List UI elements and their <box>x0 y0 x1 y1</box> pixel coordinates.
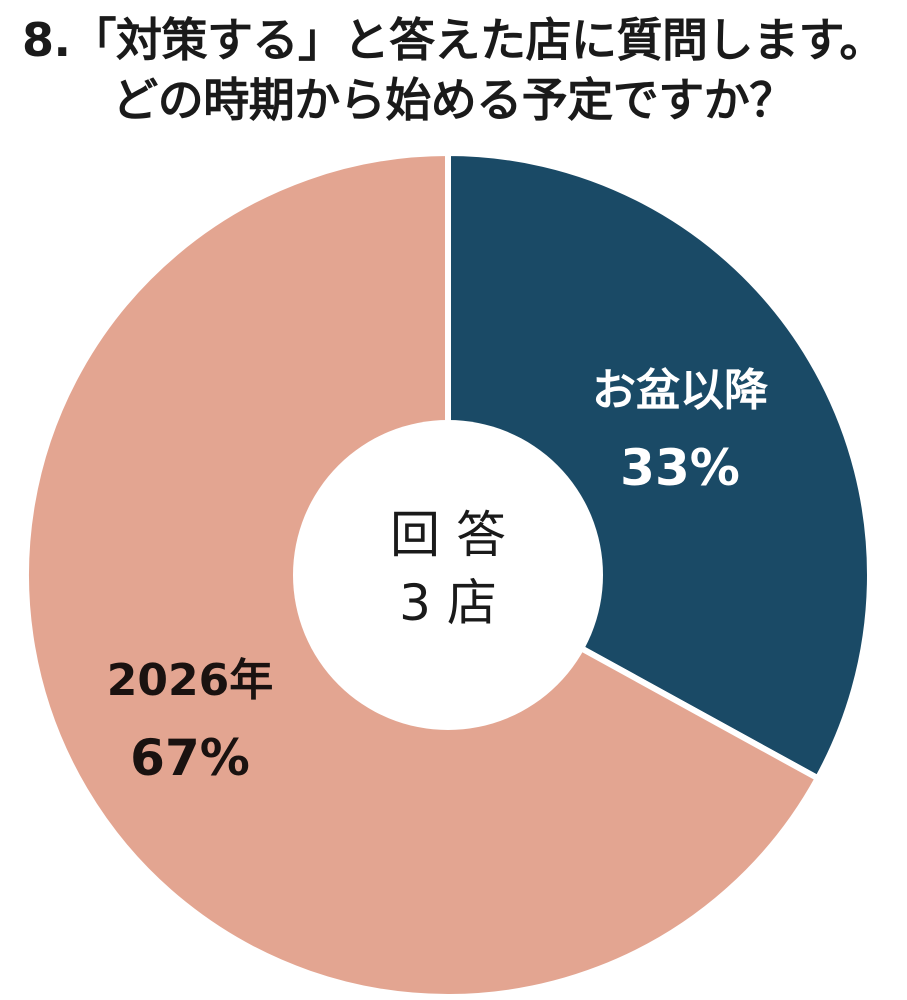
chart-title: 8.「対策する」と答えた店に質問します。 どの時期から始める予定ですか？ <box>0 10 907 130</box>
slice-category-label-2: 2026年 <box>107 655 273 706</box>
slice-category-label-1: お盆以降 <box>592 365 768 416</box>
donut-hole <box>293 420 603 730</box>
center-total-count: 3 店 <box>399 574 497 632</box>
center-total-label: 回 答 <box>390 506 506 564</box>
slice-labels: お盆以降 33% 2026年 67% <box>107 365 768 787</box>
slice-value-label-1: 33% <box>620 439 740 497</box>
slice-value-label-2: 67% <box>130 729 250 787</box>
title-line-1: 8.「対策する」と答えた店に質問します。 <box>22 13 885 67</box>
title-line-2: どの時期から始める予定ですか？ <box>112 73 795 127</box>
